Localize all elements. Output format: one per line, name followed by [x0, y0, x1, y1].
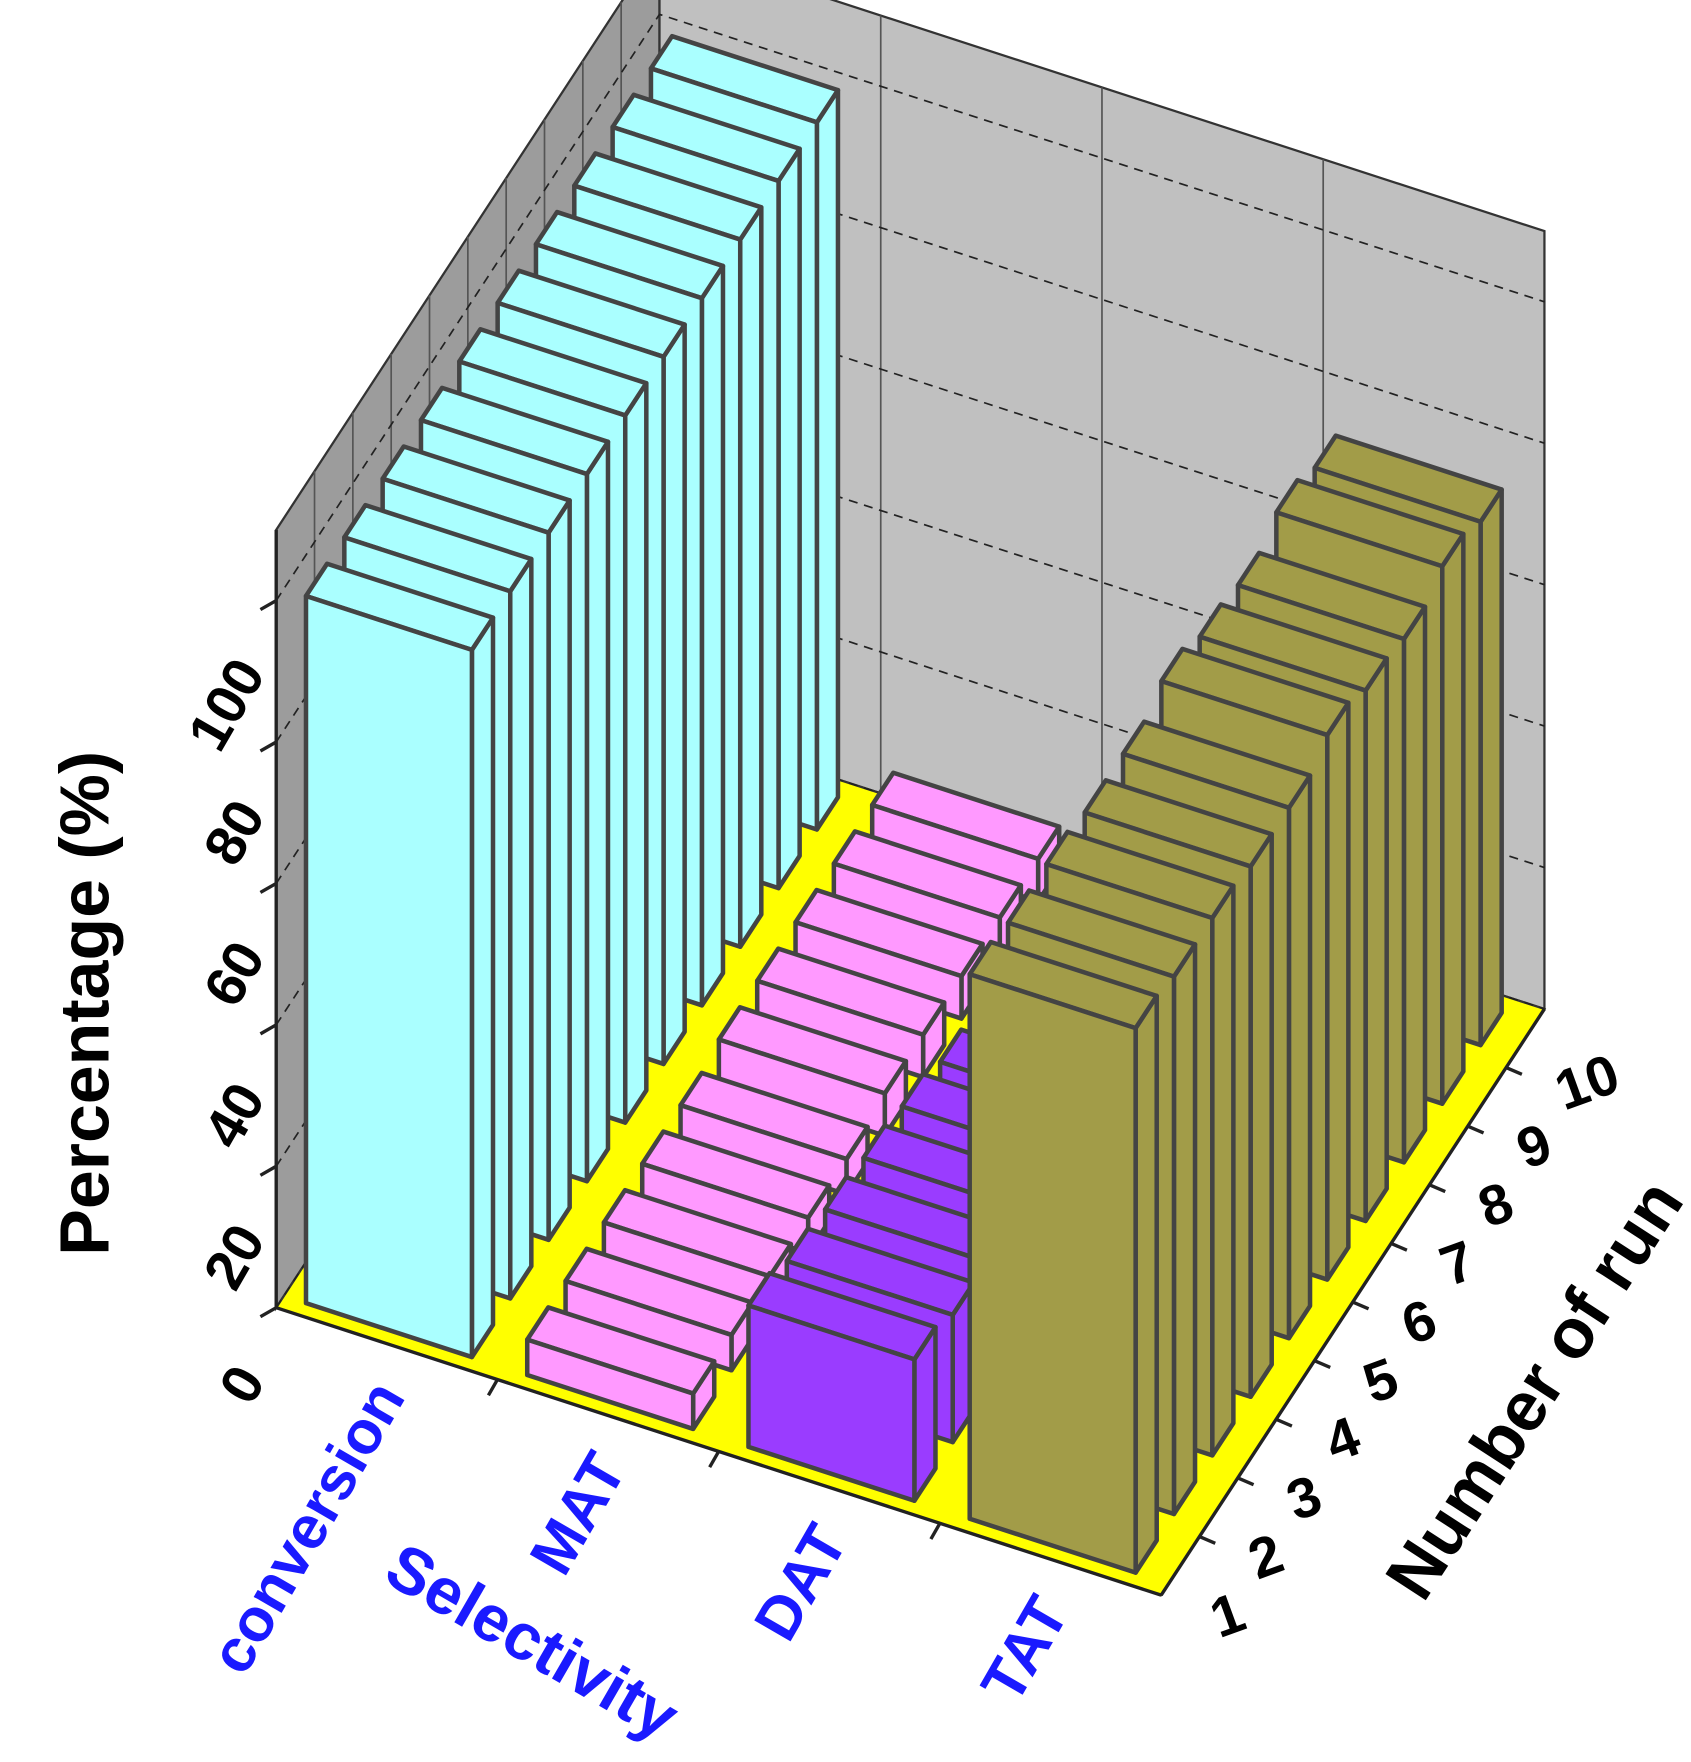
bar-side: [1248, 831, 1274, 1400]
z-tick: [1390, 1241, 1408, 1252]
y-axis-title: Percentage (%): [46, 751, 124, 1256]
z-tick-label: 9: [1508, 1111, 1559, 1181]
bar-front: [524, 1337, 696, 1432]
bar-side: [737, 205, 764, 949]
bar-side: [1401, 604, 1428, 1165]
bar-side: [699, 263, 726, 1008]
z-tick: [1313, 1359, 1331, 1369]
y-tick-label: 100: [175, 648, 277, 761]
z-tick-label: 2: [1240, 1521, 1291, 1591]
z-tick: [1237, 1476, 1255, 1487]
z-tick-label: 10: [1547, 1042, 1627, 1123]
z-tick-label: 1: [1202, 1580, 1253, 1650]
bar-side: [1440, 531, 1466, 1106]
z-tick: [1275, 1417, 1293, 1428]
z-tick-label: 5: [1355, 1345, 1406, 1415]
bar: [746, 1270, 938, 1504]
bar-side: [584, 439, 611, 1184]
bar-side: [1171, 942, 1198, 1517]
bar: [303, 561, 496, 1360]
x-tick-label: MAT: [516, 1441, 639, 1585]
z-tick: [1467, 1124, 1485, 1135]
z-tick: [1198, 1534, 1216, 1545]
z-tick-label: 7: [1432, 1228, 1483, 1298]
y-tick: [259, 599, 278, 612]
bar-side: [546, 498, 572, 1243]
y-tick: [259, 1306, 278, 1319]
bar-side: [469, 615, 496, 1360]
bar-side: [1133, 993, 1159, 1575]
bar-front: [967, 972, 1138, 1575]
x-tick: [708, 1450, 721, 1469]
bar-side: [622, 380, 649, 1125]
x-axis: [275, 1306, 1162, 1597]
bar-side: [1478, 487, 1504, 1048]
y-tick: [259, 1023, 278, 1036]
y-tick-label: 0: [207, 1355, 277, 1414]
bar-side: [507, 556, 534, 1301]
bars: [303, 33, 1504, 1575]
y-tick-label: 40: [191, 1072, 277, 1158]
z-tick: [1505, 1066, 1523, 1076]
x-tick: [929, 1522, 942, 1540]
z-tick-label: 6: [1393, 1287, 1444, 1357]
bar-side: [776, 146, 802, 891]
z-tick: [1428, 1183, 1446, 1194]
bar-front: [746, 1303, 917, 1504]
x-group-label: Selectivity: [374, 1529, 691, 1754]
bar-side: [1363, 656, 1389, 1224]
z-tick: [1352, 1300, 1370, 1311]
bar-front: [303, 593, 475, 1360]
bar-side: [1325, 700, 1351, 1282]
bar: [967, 939, 1159, 1575]
y-tick: [259, 740, 278, 753]
bar-side: [1210, 883, 1236, 1458]
bar-side: [814, 87, 841, 832]
y-tick-label: 20: [191, 1214, 277, 1300]
bar-side: [661, 322, 687, 1067]
x-tick-label: conversion: [196, 1369, 417, 1684]
x-tick-label: DAT: [741, 1513, 860, 1651]
x-tick-label: TAT: [968, 1585, 1082, 1714]
z-tick-label: 4: [1317, 1404, 1369, 1474]
y-tick-label: 80: [191, 789, 277, 875]
y-tick-label: 60: [191, 931, 277, 1017]
bar: [524, 1305, 717, 1432]
grid-line: [275, 13, 1545, 602]
x-tick: [486, 1378, 499, 1397]
bar-side: [1286, 773, 1313, 1341]
y-tick: [259, 1164, 278, 1177]
y-tick: [259, 881, 278, 894]
z-tick-label: 3: [1278, 1463, 1329, 1533]
z-tick-label: 8: [1470, 1169, 1521, 1239]
z-axis-title: Number of run: [1370, 1166, 1691, 1612]
